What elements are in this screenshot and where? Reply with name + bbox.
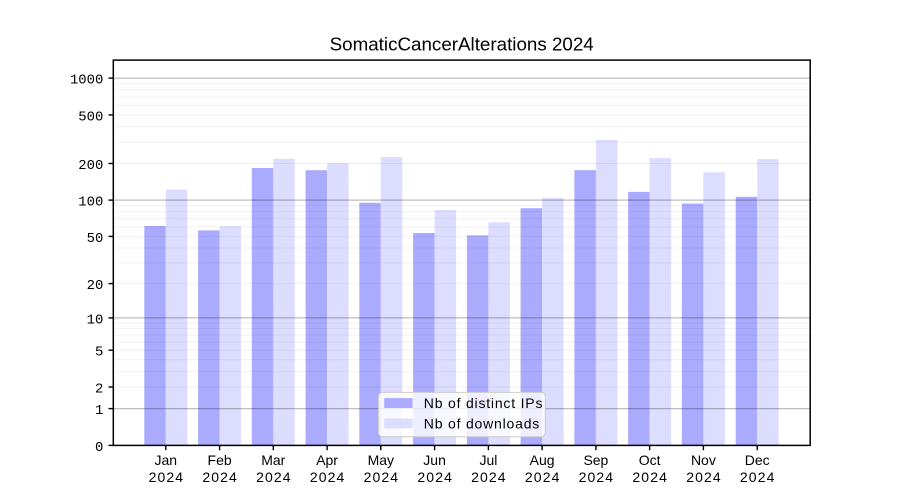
- svg-text:Mar: Mar: [261, 452, 285, 468]
- svg-text:2: 2: [95, 381, 103, 397]
- svg-text:Oct: Oct: [639, 452, 661, 468]
- svg-text:2024: 2024: [579, 469, 615, 485]
- svg-text:Jan: Jan: [155, 452, 178, 468]
- svg-text:1000: 1000: [70, 73, 103, 89]
- svg-text:Dec: Dec: [745, 452, 770, 468]
- svg-text:200: 200: [78, 158, 103, 174]
- svg-text:100: 100: [78, 195, 103, 211]
- svg-text:Feb: Feb: [208, 452, 232, 468]
- svg-text:2024: 2024: [310, 469, 346, 485]
- svg-text:Sep: Sep: [583, 452, 608, 468]
- svg-text:2024: 2024: [471, 469, 507, 485]
- svg-text:2024: 2024: [256, 469, 292, 485]
- svg-text:SomaticCancerAlterations 2024: SomaticCancerAlterations 2024: [330, 34, 594, 55]
- svg-text:Nb of distinct IPs: Nb of distinct IPs: [424, 395, 543, 411]
- svg-text:Nb of downloads: Nb of downloads: [424, 416, 540, 432]
- svg-text:2024: 2024: [740, 469, 776, 485]
- svg-text:2024: 2024: [202, 469, 238, 485]
- svg-text:10: 10: [87, 312, 104, 328]
- svg-text:2024: 2024: [417, 469, 453, 485]
- svg-text:2024: 2024: [686, 469, 722, 485]
- svg-text:Aug: Aug: [530, 452, 555, 468]
- svg-text:2024: 2024: [149, 469, 185, 485]
- svg-text:2024: 2024: [364, 469, 400, 485]
- svg-text:0: 0: [95, 440, 103, 456]
- svg-text:1: 1: [95, 403, 103, 419]
- svg-text:50: 50: [87, 231, 104, 247]
- svg-text:Apr: Apr: [316, 452, 338, 468]
- svg-text:5: 5: [95, 345, 103, 361]
- svg-text:Jun: Jun: [423, 452, 446, 468]
- svg-text:2024: 2024: [525, 469, 561, 485]
- svg-text:May: May: [368, 452, 394, 468]
- svg-text:500: 500: [78, 109, 103, 125]
- svg-text:Jul: Jul: [479, 452, 497, 468]
- svg-text:Nov: Nov: [691, 452, 716, 468]
- svg-text:20: 20: [87, 278, 104, 294]
- svg-text:2024: 2024: [632, 469, 668, 485]
